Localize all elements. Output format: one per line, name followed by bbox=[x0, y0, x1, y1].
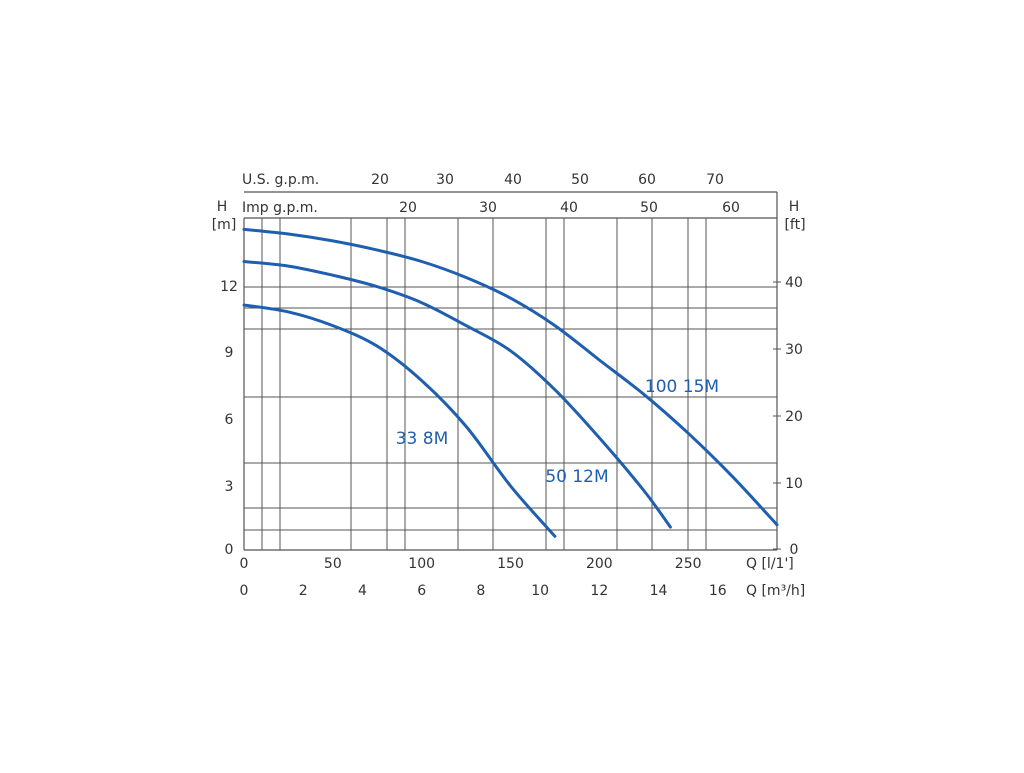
left-tick-label: 0 bbox=[225, 542, 234, 558]
grid bbox=[243, 191, 781, 551]
bottom-lmin-axis-label: Q [l/1'] bbox=[746, 556, 794, 572]
right-tick-label: 10 bbox=[785, 476, 803, 492]
top-imp-tick-label: 40 bbox=[560, 200, 578, 216]
left-tick-label: 3 bbox=[225, 479, 234, 495]
top-imp-axis-label: Imp g.p.m. bbox=[242, 200, 318, 216]
curve-label: 50 12M bbox=[545, 467, 608, 487]
bottom-m3h-tick-label: 10 bbox=[531, 583, 549, 599]
top-us-tick-label: 60 bbox=[638, 172, 656, 188]
right-axis-unit-symbol: H bbox=[789, 199, 800, 215]
right-axis-unit: [ft] bbox=[784, 217, 805, 233]
bottom-m3h-tick-label: 8 bbox=[476, 583, 485, 599]
bottom-m3h-tick-label: 12 bbox=[590, 583, 608, 599]
top-imp-tick-label: 60 bbox=[722, 200, 740, 216]
bottom-m3h-tick-label: 14 bbox=[650, 583, 668, 599]
top-us-axis-label: U.S. g.p.m. bbox=[242, 172, 319, 188]
bottom-lmin-tick-label: 150 bbox=[497, 556, 524, 572]
left-axis-unit: [m] bbox=[212, 217, 237, 233]
top-imp-tick-label: 30 bbox=[479, 200, 497, 216]
curves bbox=[242, 227, 779, 538]
bottom-lmin-tick-label: 250 bbox=[675, 556, 702, 572]
curve-100-15m bbox=[242, 227, 779, 527]
bottom-m3h-tick-label: 6 bbox=[417, 583, 426, 599]
curve-33-8m bbox=[242, 303, 557, 538]
top-us-tick-label: 40 bbox=[504, 172, 522, 188]
top-imp-tick-label: 50 bbox=[640, 200, 658, 216]
right-tick-label: 40 bbox=[785, 275, 803, 291]
top-us-tick-label: 50 bbox=[571, 172, 589, 188]
bottom-m3h-axis-label: Q [m³/h] bbox=[746, 583, 805, 599]
top-us-tick-label: 70 bbox=[706, 172, 724, 188]
curve-label: 33 8M bbox=[396, 429, 449, 449]
curve-label: 100 15M bbox=[645, 377, 719, 397]
right-tick-label: 30 bbox=[785, 342, 803, 358]
bottom-m3h-tick-label: 2 bbox=[299, 583, 308, 599]
curve-50-12m bbox=[242, 260, 672, 529]
left-axis-unit-symbol: H bbox=[217, 199, 228, 215]
bottom-m3h-tick-label: 0 bbox=[240, 583, 249, 599]
labels: U.S. g.p.m. Imp g.p.m. H [m] H [ft] Q [l… bbox=[212, 172, 806, 599]
left-tick-label: 6 bbox=[225, 412, 234, 428]
left-tick-label: 9 bbox=[225, 345, 234, 361]
left-tick-label: 12 bbox=[220, 279, 238, 295]
bottom-lmin-tick-label: 50 bbox=[324, 556, 342, 572]
bottom-lmin-tick-label: 100 bbox=[408, 556, 435, 572]
bottom-m3h-tick-label: 16 bbox=[709, 583, 727, 599]
top-us-tick-label: 30 bbox=[436, 172, 454, 188]
bottom-m3h-tick-label: 4 bbox=[358, 583, 367, 599]
top-imp-tick-label: 20 bbox=[399, 200, 417, 216]
right-tick-label: 20 bbox=[785, 409, 803, 425]
top-us-tick-label: 20 bbox=[371, 172, 389, 188]
bottom-lmin-tick-label: 200 bbox=[586, 556, 613, 572]
bottom-lmin-tick-label: 0 bbox=[240, 556, 249, 572]
right-tick-label: 0 bbox=[790, 542, 799, 558]
